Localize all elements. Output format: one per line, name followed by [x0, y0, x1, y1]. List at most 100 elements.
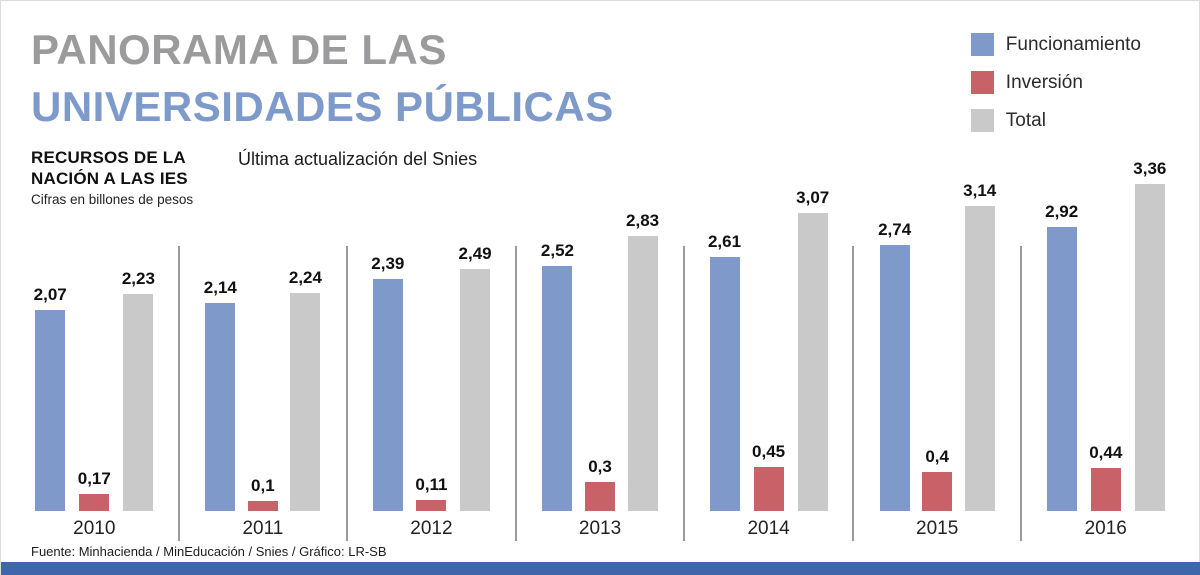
title-line-2: UNIVERSIDADES PÚBLICAS [31, 83, 614, 130]
page-title: PANORAMA DE LAS UNIVERSIDADES PÚBLICAS [31, 21, 614, 135]
year-group: 2,92 0,44 3,36 2016 [1022, 159, 1189, 541]
bar-column: 3,14 [963, 181, 996, 511]
bar-row: 2,39 0,11 2,49 [348, 161, 515, 511]
bar-column: 2,83 [626, 211, 659, 511]
bar-column: 0,1 [247, 476, 278, 511]
source-credit: Fuente: Minhacienda / MinEducación / Sni… [31, 544, 387, 559]
bar-column: 0,3 [585, 457, 616, 511]
bar-chart: 2,07 0,17 2,23 2010 2,14 0,1 2,24 2011 2,39 0,11 2… [11, 159, 1189, 541]
bar-funcionamiento [205, 303, 236, 511]
bar-row: 2,07 0,17 2,23 [11, 161, 178, 511]
group-separator [683, 246, 686, 541]
value-label: 0,1 [251, 476, 275, 495]
year-label: 2014 [747, 518, 790, 539]
year-label: 2013 [578, 518, 622, 539]
bottom-accent-bar [1, 562, 1200, 575]
value-label: 2,49 [458, 244, 492, 263]
bar-column: 0,45 [752, 442, 785, 511]
value-label: 0,45 [752, 442, 786, 461]
bar-funcionamiento [1046, 227, 1077, 511]
value-label: 2,83 [626, 211, 660, 230]
group-separator [851, 246, 854, 541]
year-label: 2012 [410, 518, 453, 539]
bar-inversión [1090, 468, 1121, 511]
bar-total [1134, 184, 1165, 511]
bar-funcionamiento [372, 279, 403, 511]
bar-total [123, 294, 154, 511]
year-group: 2,39 0,11 2,49 2012 [348, 161, 515, 541]
year-group: 2,07 0,17 2,23 2010 [11, 161, 178, 541]
bar-total [460, 269, 491, 511]
bar-inversión [247, 501, 278, 511]
bar-inversión [922, 472, 953, 511]
legend-swatch [970, 71, 994, 94]
bar-total [964, 206, 995, 511]
value-label: 0,44 [1089, 443, 1123, 462]
value-label: 0,4 [925, 447, 949, 466]
value-label: 2,24 [288, 268, 322, 287]
bar-row: 2,92 0,44 3,36 [1022, 159, 1189, 511]
group-separator [514, 246, 517, 541]
group-separator [177, 246, 180, 541]
bar-column: 0,44 [1089, 443, 1122, 511]
year-group: 2,74 0,4 3,14 2015 [854, 161, 1021, 541]
value-label: 2,52 [540, 241, 575, 260]
value-label: 0,11 [415, 475, 448, 494]
units-note: Cifras en billones de pesos [31, 192, 194, 207]
year-group: 2,52 0,3 2,83 2013 [517, 161, 684, 541]
legend-label: Inversión [1005, 71, 1083, 93]
bar-column: 2,61 [708, 232, 741, 511]
chart-legend: Funcionamiento Inversión Total [970, 33, 1141, 147]
legend-item: Inversión [970, 71, 1141, 94]
legend-label: Total [1005, 109, 1046, 131]
value-label: 2,61 [707, 232, 742, 251]
group-separator [346, 246, 349, 541]
bar-funcionamiento [542, 266, 573, 511]
update-note: Última actualización del Snies [238, 149, 478, 169]
year-label: 2011 [242, 518, 284, 539]
value-label: 2,14 [203, 278, 237, 297]
bar-column: 0,4 [922, 447, 953, 511]
legend-item: Total [970, 109, 1141, 132]
legend-item: Funcionamiento [970, 33, 1141, 56]
bar-total [627, 236, 658, 511]
value-label: 0,17 [77, 469, 111, 488]
legend-swatch [970, 109, 994, 132]
value-label: 2,23 [121, 269, 155, 288]
value-label: 2,92 [1045, 202, 1079, 221]
bar-inversión [416, 500, 447, 511]
value-label: 2,74 [878, 220, 912, 239]
year-label: 2015 [916, 518, 959, 539]
value-label: 3,14 [963, 181, 997, 200]
bar-inversión [585, 482, 616, 511]
year-group: 2,14 0,1 2,24 2011 [180, 161, 347, 541]
legend-label: Funcionamiento [1005, 33, 1141, 55]
value-label: 2,07 [33, 285, 67, 304]
year-group: 2,61 0,45 3,07 2014 [685, 161, 852, 541]
bar-column: 2,49 [459, 244, 492, 511]
bar-column: 3,07 [796, 188, 829, 511]
bar-column: 0,11 [415, 475, 448, 511]
year-label: 2010 [73, 518, 116, 539]
bar-column: 2,24 [289, 268, 322, 511]
subtitle-line-2: NACIÓN A LAS IES [31, 169, 188, 188]
bar-funcionamiento [709, 257, 740, 511]
value-label: 2,39 [371, 254, 405, 273]
bar-column: 2,39 [371, 254, 404, 511]
bar-column: 3,36 [1133, 159, 1166, 511]
year-label: 2016 [1084, 518, 1127, 539]
bar-column: 2,23 [122, 269, 155, 511]
subtitle-line-1: RECURSOS DE LA [31, 148, 186, 167]
chart-subtitle: RECURSOS DE LA NACIÓN A LAS IES Cifras e… [31, 147, 193, 207]
bar-column: 2,92 [1045, 202, 1078, 511]
bar-row: 2,52 0,3 2,83 [517, 161, 684, 511]
bar-row: 2,61 0,45 3,07 [685, 161, 852, 511]
bar-column: 2,07 [34, 285, 67, 511]
bar-column: 2,14 [204, 278, 237, 511]
bar-column: 2,52 [541, 241, 574, 511]
bar-funcionamiento [35, 310, 66, 511]
bar-total [290, 293, 321, 511]
bar-row: 2,74 0,4 3,14 [854, 161, 1021, 511]
bar-column: 0,17 [78, 469, 111, 511]
